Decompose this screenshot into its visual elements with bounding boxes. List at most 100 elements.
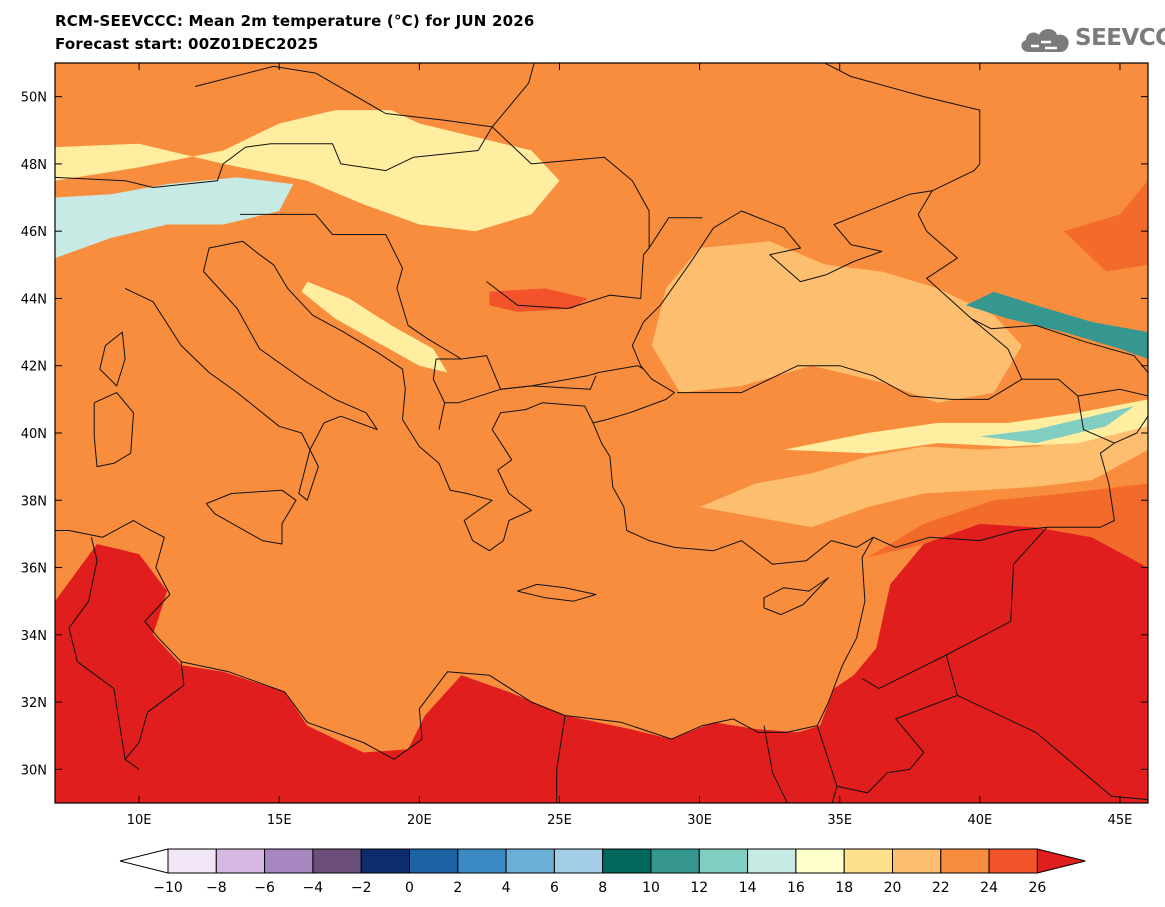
lon-tick-label: 40E [967,813,992,828]
lon-tick-label: 10E [127,813,152,828]
colorbar-label: −2 [351,880,372,896]
country-borders [55,63,1148,803]
colorbar-box [602,848,652,874]
lat-tick-label: 30N [21,763,47,778]
forecast-start-label: Forecast start: 00Z01DEC2025 [55,35,319,53]
lat-tick-label: 50N [21,91,47,106]
zone-anatolia-cold [979,406,1134,444]
border-poland-ukraine [194,63,981,192]
border-jordan-saudi [836,654,958,794]
border-gibraltar-to-italy [124,240,378,501]
colorbar-label: 6 [550,880,559,896]
colorbar-box [360,848,411,874]
border-armenia [1077,395,1148,444]
colorbar-box [698,848,749,874]
border-central-europe [55,126,703,249]
colorbar-label: −10 [153,880,183,896]
colorbar-label: 12 [690,880,708,896]
seevccc-logo: SEEVCCC [1017,22,1165,56]
zone-north-africa-hot [55,523,1148,803]
lat-tick-label: 48N [21,158,47,173]
border-anatolia-south [55,422,874,760]
lat-tick-label: 40N [21,427,47,442]
cloud-icon [1021,29,1069,52]
lon-tick-label: 20E [407,813,432,828]
zone-east-turkey-orange [867,483,1148,568]
colorbar-box [409,848,459,874]
border-caucasus [971,318,1148,373]
border-iraq-syria [861,526,1048,690]
border-inland-balkans [240,213,644,390]
border-iraq-saudi [957,694,1148,801]
longitude-axis: 10E 15E 20E 25E 30E 35E 40E 45E [127,63,1133,828]
colorbar-label: 2 [453,880,462,896]
colorbar-label: −4 [303,880,324,896]
lon-tick-label: 25E [547,813,572,828]
colorbar-box [988,848,1038,874]
temperature-zones [55,110,1148,803]
colorbar-under-arrow [119,848,169,874]
colorbar-box [264,848,314,874]
border-crete [517,583,597,602]
colorbar-box [795,848,845,874]
colorbar-label: −8 [206,880,227,896]
colorbar-label: 26 [1028,880,1046,896]
lon-tick-label: 15E [267,813,292,828]
lat-tick-label: 44N [21,292,47,307]
latitude-axis: 30N 32N 34N 36N 38N 40N 42N 44N 46N 48N 50N [21,91,1148,778]
colorbar-label: 8 [598,880,607,896]
border-tunisia-algeria [68,537,140,770]
lat-tick-label: 38N [21,494,47,509]
lat-tick-label: 34N [21,629,47,644]
colorbar-label: 24 [980,880,998,896]
lon-tick-label: 45E [1108,813,1133,828]
zone-east-europe-warm [1063,180,1148,272]
colorbar-label: 16 [787,880,805,896]
border-egypt-israel [763,725,838,803]
colorbar-label: −6 [254,880,275,896]
lat-tick-label: 46N [21,225,47,240]
zone-balkan-warm [489,288,588,312]
colorbar-label: 18 [835,880,853,896]
border-greece-turkey [444,375,597,404]
map-title: RCM-SEEVCCC: Mean 2m temperature (°C) fo… [55,12,535,30]
border-sicily [205,489,297,545]
lat-tick-label: 32N [21,696,47,711]
logo-text: SEEVCCC [1075,25,1165,51]
lat-tick-label: 42N [21,360,47,375]
colorbar-box [312,848,362,874]
border-sardinia [93,392,134,468]
colorbar-label: 22 [932,880,950,896]
colorbar-box [553,848,604,874]
zone-central-europe-mild [55,110,560,232]
lat-tick-label: 36N [21,562,47,577]
border-corsica [99,331,126,387]
colorbar-box [892,848,942,874]
colorbar-label: 4 [502,880,511,896]
border-libya-tunisia [124,661,185,760]
colorbar-over-arrow [1036,848,1086,874]
colorbar-label: 10 [642,880,660,896]
colorbar-box [940,848,990,874]
zone-black-sea-cool [651,241,1022,403]
border-egypt-libya [556,715,566,803]
lon-tick-label: 30E [687,813,712,828]
colorbar-box [843,848,894,874]
colorbar-label: 20 [884,880,902,896]
colorbar-box [505,848,555,874]
zone-anatolia-highland [783,399,1148,454]
zone-dinarides-cool [301,281,448,373]
colorbar-label: 0 [405,880,414,896]
border-albania-macedonia [432,358,462,430]
colorbar-box [167,848,217,874]
zone-alps-cool [55,177,294,259]
colorbar-box [457,848,507,874]
colorbar-label: 14 [739,880,757,896]
zone-anatolia-mild [699,416,1148,528]
border-danube [486,247,650,309]
colorbar-box [650,848,700,874]
zone-caucasus-cold [965,291,1148,359]
colorbar-box [215,848,266,874]
